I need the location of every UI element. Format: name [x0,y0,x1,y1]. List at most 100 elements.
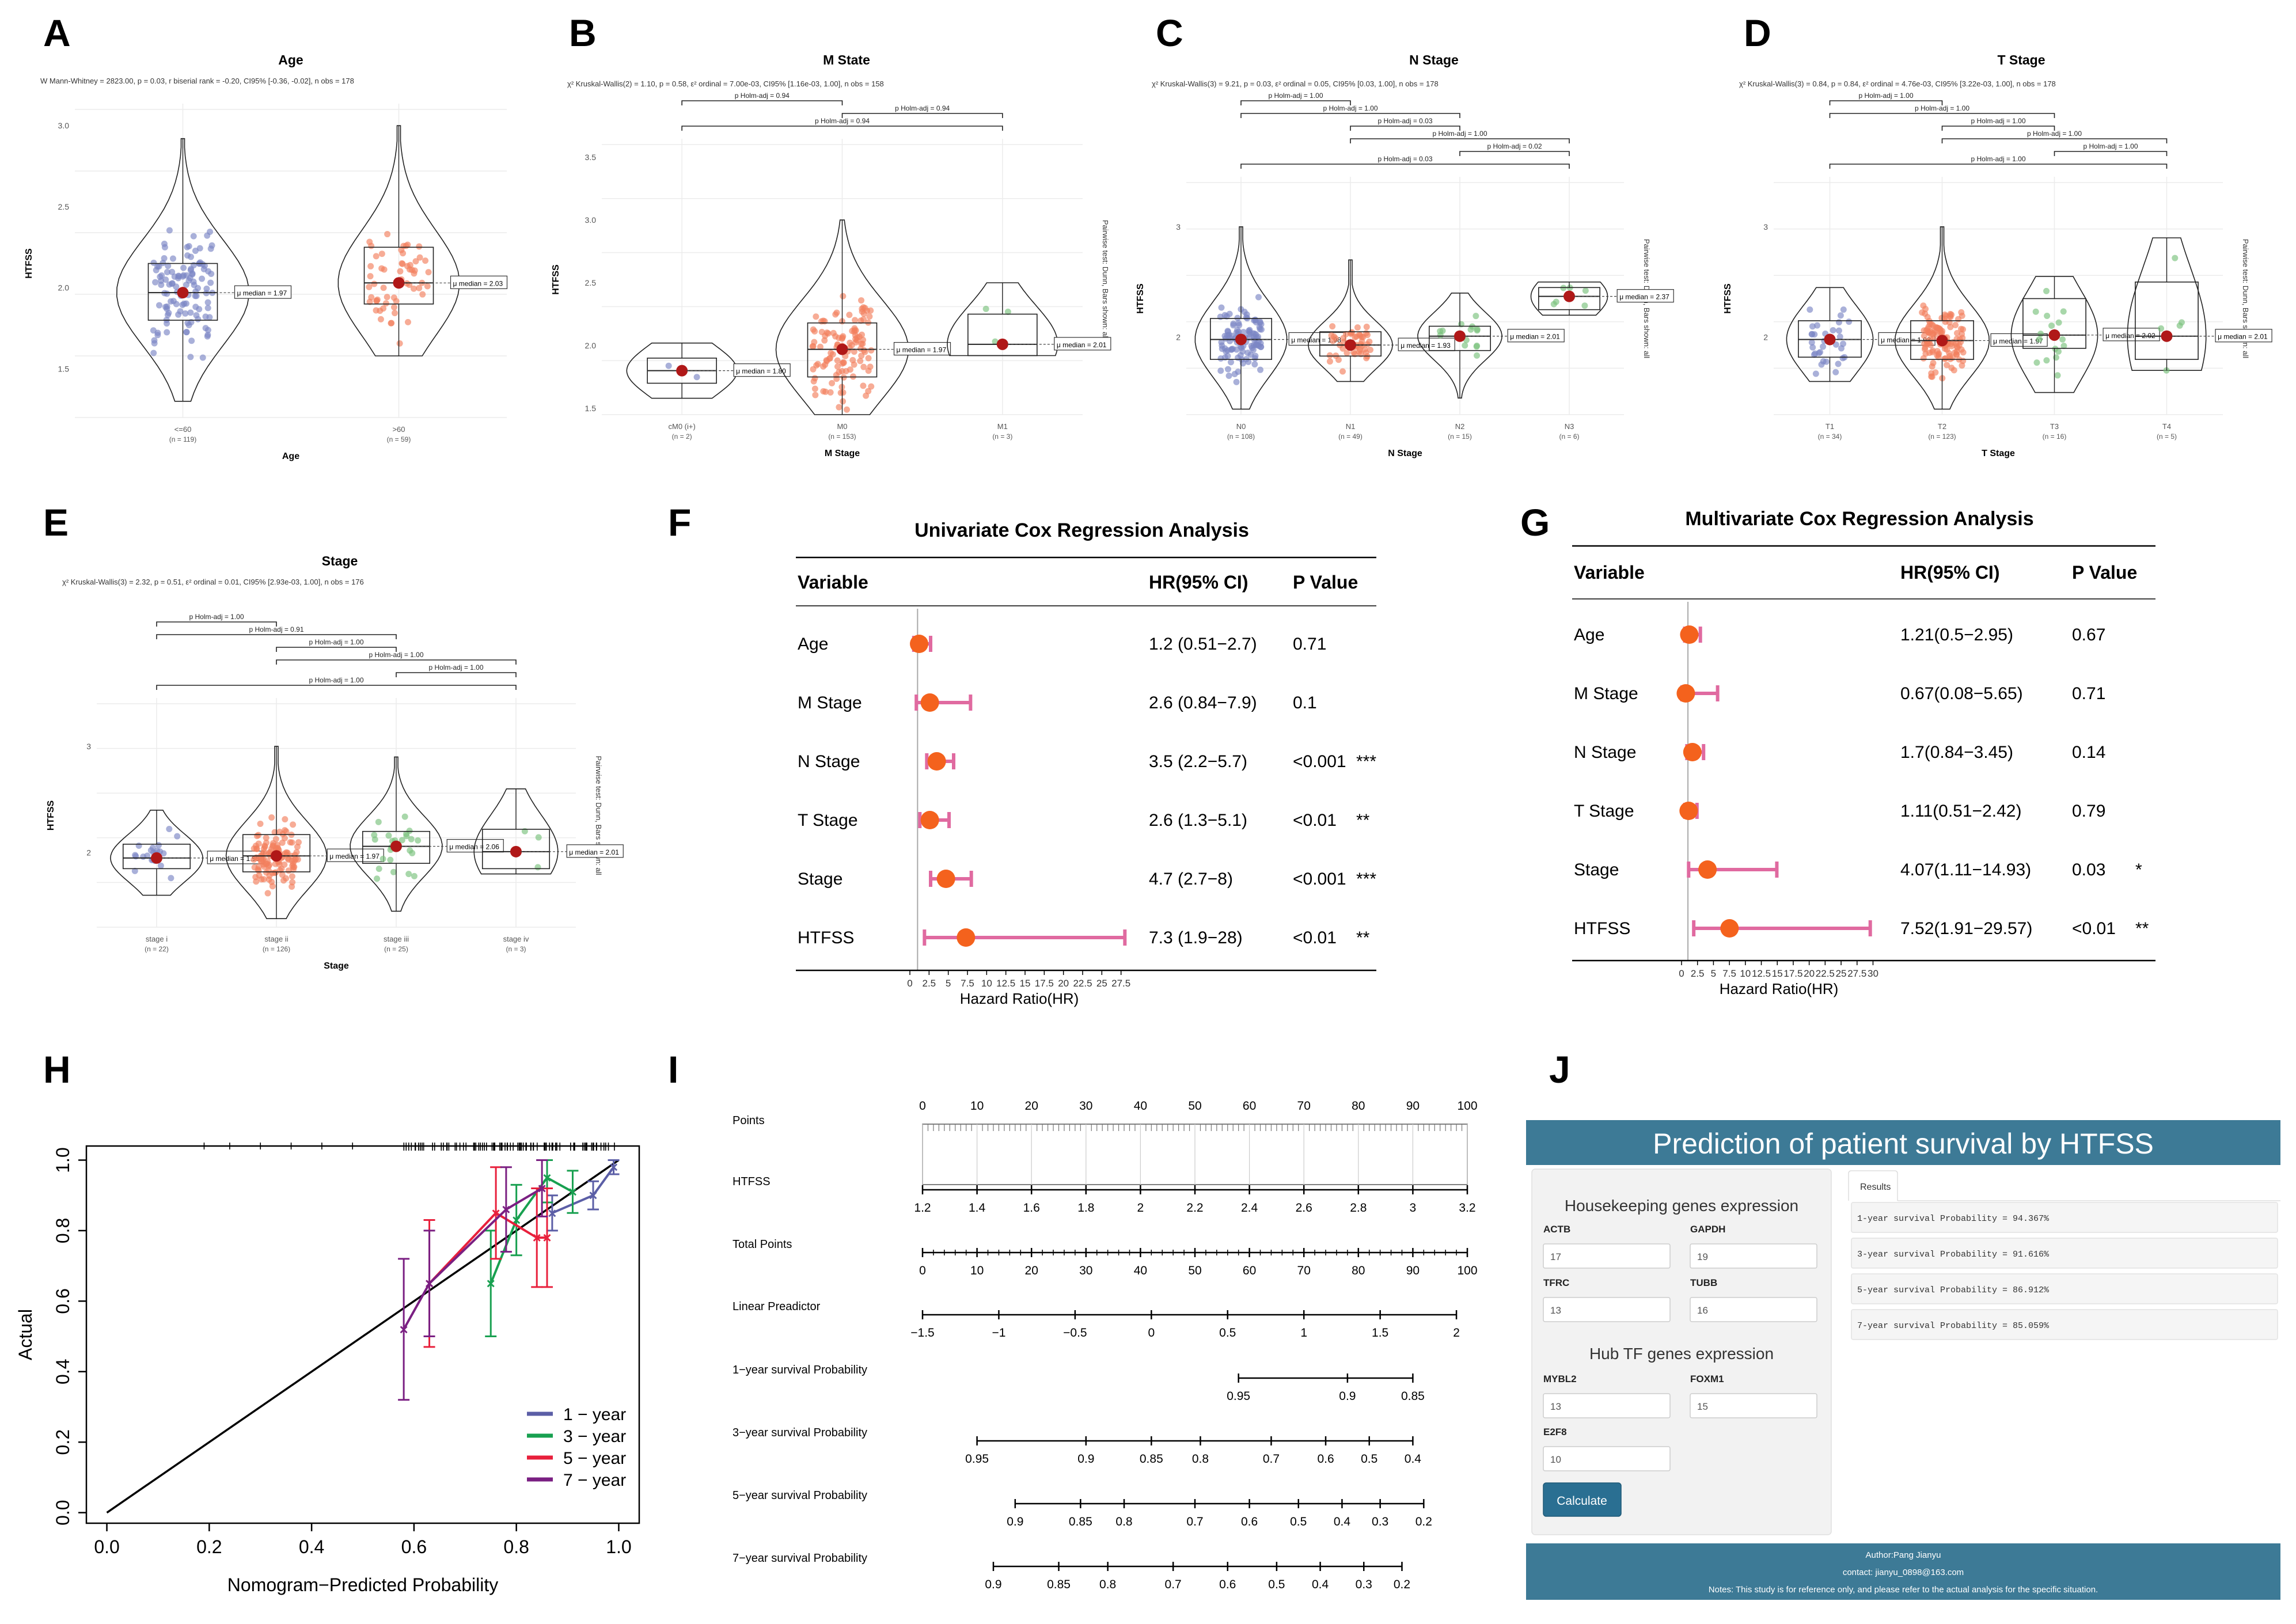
field-input-TFRC[interactable] [1543,1297,1671,1322]
data-point [192,248,199,255]
field-value-TFRC: 13 [1550,1305,1561,1316]
field-input-MYBL2[interactable] [1543,1393,1671,1418]
median-label: μ median = 2.01 [569,848,619,856]
median-label: μ median = 1.98 [1291,336,1341,344]
nomogram-tick-label: 0.5 [1219,1326,1236,1340]
data-point [817,343,823,350]
data-point [1953,351,1960,358]
median-point [151,852,162,864]
data-point [415,837,422,844]
field-label-MYBL2: MYBL2 [1543,1373,1577,1384]
x-tick-count: (n = 3) [992,432,1012,441]
x-tick-label: 2.5 [1691,968,1705,979]
data-point [1582,287,1589,294]
data-point [403,833,410,840]
field-input-FOXM1[interactable] [1690,1393,1817,1418]
data-point [255,866,261,873]
legend-label: 1 − year [563,1405,626,1424]
data-point [1931,327,1938,334]
violin-stage ii [225,746,328,919]
pairwise-label: p Holm-adj = 0.02 [1487,142,1542,150]
pairwise-bar [1829,113,2055,118]
data-point [274,844,281,851]
field-label-GAPDH: GAPDH [1690,1224,1725,1235]
median-label: μ median = 2.01 [1057,341,1107,349]
x-tick-count: (n = 126) [263,945,290,953]
x-tick-label: 17.5 [1783,968,1802,979]
data-point [859,340,866,347]
nomogram-tick-label: 1.2 [914,1201,931,1215]
pairwise-label: p Holm-adj = 1.00 [1323,104,1377,112]
data-point [982,305,989,312]
median-label-box [2215,329,2272,343]
median-label-box [1398,337,1455,351]
pairwise-bar [1240,113,1460,118]
nomogram-tick-label: 40 [1134,1099,1147,1113]
nomogram-tick-label: 0.9 [1007,1515,1023,1528]
row-variable: Age [1574,625,1604,644]
result-row [1851,1238,2278,1269]
row-significance: *** [1356,752,1376,771]
row-variable: Stage [798,870,843,889]
x-tick-count: (n = 2) [672,432,692,441]
field-label-TUBB: TUBB [1690,1277,1717,1288]
data-point [1835,361,1842,367]
nomogram-tick-label: 30 [1079,1264,1092,1277]
data-point [865,355,872,362]
data-point [2033,359,2040,366]
field-label-FOXM1: FOXM1 [1690,1373,1724,1384]
x-tick-label: 7.5 [1722,968,1736,979]
data-point [282,827,289,834]
violin-M1 [947,282,1058,356]
data-point [366,238,373,245]
violin-N3 [1530,281,1608,316]
y-axis-title: HTFSS [46,800,56,830]
data-point [208,271,215,278]
row-variable: Stage [1574,860,1619,879]
results-tab[interactable] [1848,1170,1898,1201]
field-input-TUBB[interactable] [1690,1297,1817,1322]
data-point [199,354,206,361]
data-point [1219,342,1225,349]
violin-T1 [1786,287,1874,382]
header-p: P Value [2072,562,2137,583]
nomogram-tick-label: 0.4 [1334,1515,1351,1528]
data-point [380,284,387,291]
data-point [857,358,864,365]
data-point [373,297,380,304]
field-input-E2F8[interactable] [1543,1446,1671,1471]
panel-label-B: B [569,12,597,54]
stat-subtitle: χ² Kruskal-Wallis(3) = 2.32, p = 0.51, ε… [62,578,364,586]
row-p: 0.71 [2072,684,2105,703]
median-point [271,850,282,862]
nomogram-tick-label: 3 [1410,1201,1417,1215]
nomogram-tick-label: 0.9 [1339,1390,1356,1403]
row-p: 0.1 [1293,693,1317,712]
housekeeping-title: Housekeeping genes expression [1565,1197,1798,1215]
violin-panel-A: Age W Mann-Whitney = 2823.00, p = 0.03, r… [24,52,508,461]
calibration-line-1 [552,1166,615,1215]
x-tick-label: 5 [946,978,951,989]
data-point [1224,332,1231,339]
pairwise-label: p Holm-adj = 1.00 [1432,130,1487,138]
nomogram-tick-label: 2 [1137,1201,1144,1215]
data-point [840,359,847,366]
nomogram-tick-label: 0.6 [1241,1515,1258,1528]
field-input-ACTB[interactable] [1543,1243,1671,1269]
y-axis-title: HTFSS [1136,283,1145,314]
nomogram-row-label: 3−year survival Probability [733,1426,867,1439]
calculate-button[interactable] [1543,1482,1622,1517]
nomogram-tick-label: 2.4 [1241,1201,1258,1215]
field-input-GAPDH[interactable] [1690,1243,1817,1269]
hr-point [1680,625,1699,644]
pairwise-label: p Holm-adj = 1.00 [309,676,363,684]
data-point [1942,313,1949,320]
x-tick-label: cM0 (i+) [669,422,696,431]
data-point [1217,367,1224,374]
data-point [1367,347,1374,354]
violin-cM0 (i+) [626,342,738,399]
stat-subtitle: χ² Kruskal-Wallis(2) = 1.10, p = 0.58, ε… [567,79,884,88]
data-point [157,862,164,869]
median-point [1936,335,1948,347]
data-point [1959,331,1965,337]
